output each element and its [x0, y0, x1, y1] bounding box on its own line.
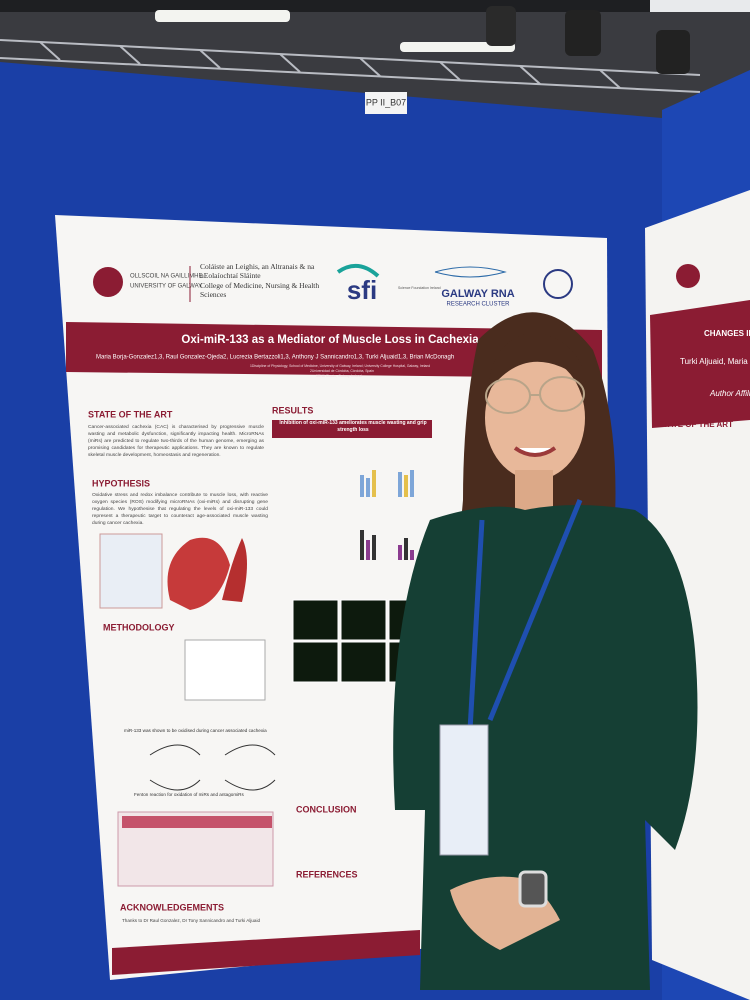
side-authors: Turki Aljuaid, Maria [680, 357, 748, 366]
ack-text: Thanks to Dr Raul Gonzalez, Dr Tony Sann… [122, 918, 260, 923]
reaction-diagram [149, 744, 276, 791]
title-band [66, 322, 602, 378]
smile [513, 446, 557, 457]
watch [518, 870, 548, 908]
bottom-band [112, 930, 420, 975]
hair-top [488, 332, 586, 392]
method-figure-strip [122, 816, 272, 828]
section-heading: STATE OF THE ART [88, 409, 173, 419]
spotlight [565, 10, 601, 56]
side-affil: Author Affili [709, 389, 750, 398]
badge [439, 724, 489, 856]
booth-label: PP II_B07 [366, 97, 406, 107]
logo-text: UNIVERSITY OF GALWAY [130, 284, 202, 290]
college-box: Coláiste an Leighis, an Altranais & na n… [200, 262, 320, 300]
section-heading: HYPOTHESIS [92, 478, 150, 488]
muscle-illustration [167, 537, 230, 610]
results-band [272, 420, 432, 438]
dress [393, 505, 698, 990]
ceiling-dark [0, 0, 750, 12]
college-ga: Coláiste an Leighis, an Altranais & na n… [200, 262, 315, 281]
rna-logo: GALWAY RNA [441, 288, 514, 300]
logo-text: OLLSCOIL NA GAILLIMHE [130, 274, 202, 280]
affiliation: 1Discipline of Physiology, School of Med… [250, 364, 430, 368]
fenton-note: Fenton reaction for oxidation of miRs an… [134, 792, 245, 797]
ceiling-light [650, 0, 750, 12]
spotlight [486, 6, 516, 46]
state-text: Cancer-associated cachexia (CAC) is char… [88, 425, 264, 459]
spotlight [656, 30, 690, 74]
affiliation: 3RNA Cluster, Galway, Ireland [316, 374, 362, 378]
results-box: Inhibition of oxi-miR-133 ameliorates mu… [279, 420, 427, 433]
booth-sign [365, 92, 407, 114]
ceiling-light [155, 10, 290, 22]
authors: Maria Borja-Gonzalez1,3, Raul Gonzalez-O… [96, 355, 454, 361]
results-panel: Inhibition of oxi-miR-133 ameliorates mu… [279, 420, 427, 433]
side-title-band [650, 300, 750, 428]
section-heading: REFERENCES [296, 869, 358, 879]
bar-figures [360, 470, 414, 560]
method-note: miR-133 was shown to be oxidised during … [124, 728, 267, 733]
college-en: College of Medicine, Nursing & Health Sc… [200, 280, 320, 300]
affiliation: 2Universidad de Córdoba, Córdoba, Spain [310, 369, 374, 373]
text-box: Oxidative stress and redox imbalance con… [92, 493, 268, 527]
section-heading: ACKNOWLEDGEMENTS [120, 902, 224, 912]
diagram [99, 533, 163, 609]
scatter-figure [184, 639, 266, 701]
sfi-logo: sfi [347, 275, 377, 305]
side-section: STATE OF THE ART [658, 420, 733, 429]
lanyard [467, 519, 485, 731]
face [485, 356, 585, 480]
hypothesis-text: Oxidative stress and redox imbalance con… [92, 493, 268, 527]
atom-logo [543, 269, 573, 299]
university-crest [93, 267, 123, 297]
university-crest [676, 264, 700, 288]
side-title: CHANGES IN [704, 329, 750, 338]
section-heading: CONCLUSION [296, 804, 357, 814]
neck [515, 470, 553, 510]
text-box: Cancer-associated cachexia (CAC) is char… [88, 425, 264, 459]
sfi-swoosh [336, 264, 380, 278]
truss [0, 39, 701, 93]
section-heading: METHODOLOGY [103, 622, 175, 632]
ceiling-light [400, 42, 515, 52]
rna-helix [434, 266, 507, 278]
sfi-sub: Science Foundation Ireland [398, 286, 441, 290]
rna-sub: RESEARCH CLUSTER [446, 302, 510, 308]
lanyard [487, 499, 583, 721]
glasses [485, 376, 585, 414]
section-heading: RESULTS [272, 405, 313, 415]
poster-title: Oxi-miR-133 as a Mediator of Muscle Loss… [181, 334, 479, 346]
muscle-illustration [222, 538, 247, 602]
